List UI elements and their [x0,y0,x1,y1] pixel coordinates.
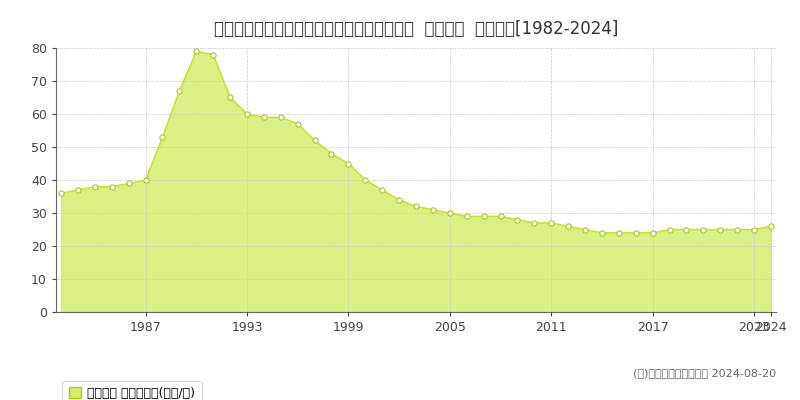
Point [562,223,574,229]
Point [545,220,558,226]
Point [241,111,254,117]
Point [478,213,490,220]
Point [730,226,743,233]
Point [460,213,473,220]
Point [122,180,135,186]
Point [613,230,626,236]
Point [426,206,439,213]
Point [89,183,102,190]
Point [393,197,406,203]
Point [410,203,422,210]
Point [173,88,186,94]
Point [274,114,287,120]
Point [190,48,202,54]
Title: 埼玉県川越市大字的場字西大黑９７５番１外  地価公示  地価推移[1982-2024]: 埼玉県川越市大字的場字西大黑９７５番１外 地価公示 地価推移[1982-2024… [214,20,618,38]
Point [71,187,84,193]
Point [156,134,169,140]
Point [646,230,659,236]
Point [528,220,541,226]
Point [630,230,642,236]
Point [714,226,726,233]
Point [748,226,761,233]
Point [578,226,591,233]
Point [106,183,118,190]
Point [511,216,524,223]
Point [308,137,321,144]
Point [663,226,676,233]
Point [697,226,710,233]
Point [224,94,237,101]
Point [325,150,338,157]
Point [258,114,270,120]
Legend: 地価公示 平均嵪単価(万円/嵪): 地価公示 平均嵪単価(万円/嵪) [62,380,202,400]
Point [765,223,778,229]
Point [139,177,152,183]
Point [443,210,456,216]
Point [54,190,67,196]
Point [291,121,304,127]
Point [342,160,354,167]
Point [359,177,372,183]
Point [494,213,507,220]
Point [206,51,219,58]
Point [595,230,608,236]
Text: (Ｃ)土地価格ドットコム 2024-08-20: (Ｃ)土地価格ドットコム 2024-08-20 [633,368,776,378]
Point [376,187,389,193]
Point [680,226,693,233]
